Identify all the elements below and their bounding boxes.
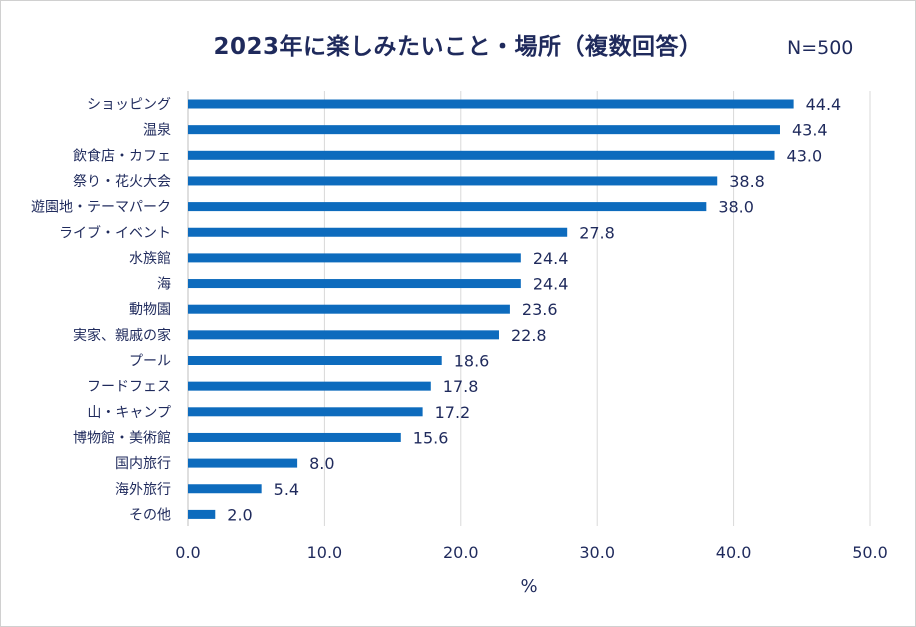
bar <box>188 509 216 519</box>
category-label: 実家、親戚の家 <box>73 327 171 344</box>
bar <box>188 202 707 212</box>
sample-size-label: N=500 <box>787 37 854 59</box>
x-tick-label: 50.0 <box>852 543 888 562</box>
data-label: 17.8 <box>443 377 479 396</box>
data-label: 5.4 <box>274 480 299 499</box>
x-tick-label: 40.0 <box>716 543 752 562</box>
data-label: 43.4 <box>792 121 828 140</box>
bar <box>188 432 401 442</box>
bar <box>188 99 794 109</box>
data-label: 24.4 <box>533 249 569 268</box>
bar <box>188 304 510 314</box>
data-label: 2.0 <box>227 505 252 524</box>
x-tick-label: 10.0 <box>307 543 343 562</box>
category-label: 動物園 <box>129 302 171 318</box>
chart-title: 2023年に楽しみたいこと・場所（複数回答） <box>213 34 703 60</box>
bar <box>188 458 298 468</box>
bar <box>188 407 423 417</box>
category-label: 博物館・美術館 <box>73 429 171 446</box>
data-label: 18.6 <box>454 352 490 371</box>
category-label: フードフェス <box>87 379 171 395</box>
data-label: 27.8 <box>579 223 615 242</box>
category-label: ショッピング <box>87 97 171 113</box>
data-label: 44.4 <box>806 95 842 114</box>
bar <box>188 381 431 391</box>
data-label: 17.2 <box>435 403 471 422</box>
data-label: 23.6 <box>522 300 558 319</box>
data-label: 24.4 <box>533 275 569 294</box>
x-tick-label: 30.0 <box>579 543 615 562</box>
bar <box>188 279 521 289</box>
data-label: 8.0 <box>309 454 334 473</box>
data-label: 22.8 <box>511 326 547 345</box>
x-tick-label: 0.0 <box>175 543 200 562</box>
category-label: 海外旅行 <box>115 482 171 498</box>
category-label: 温泉 <box>143 122 171 139</box>
category-label: プール <box>129 354 171 370</box>
category-label: 飲食店・カフェ <box>73 147 171 164</box>
category-label: 水族館 <box>129 250 171 267</box>
data-label: 43.0 <box>787 146 823 165</box>
category-label: 山・キャンプ <box>87 405 171 421</box>
category-label: 遊園地・テーマパーク <box>31 200 171 216</box>
bar <box>188 125 780 135</box>
data-label: 38.8 <box>729 172 765 191</box>
category-label: 国内旅行 <box>115 456 171 472</box>
data-label: 38.0 <box>718 198 754 217</box>
bar <box>188 227 568 237</box>
x-tick-label: 20.0 <box>443 543 479 562</box>
bar <box>188 356 442 365</box>
data-label: 15.6 <box>413 428 449 447</box>
bar <box>188 253 521 263</box>
bar <box>188 150 775 160</box>
category-label: 海 <box>157 277 171 293</box>
x-axis-title: % <box>520 576 537 597</box>
category-label: ライブ・イベント <box>59 224 171 241</box>
category-label: その他 <box>129 507 171 523</box>
bar <box>188 176 718 186</box>
category-label: 祭り・花火大会 <box>73 174 171 190</box>
bar <box>188 330 499 340</box>
bar <box>188 484 262 494</box>
